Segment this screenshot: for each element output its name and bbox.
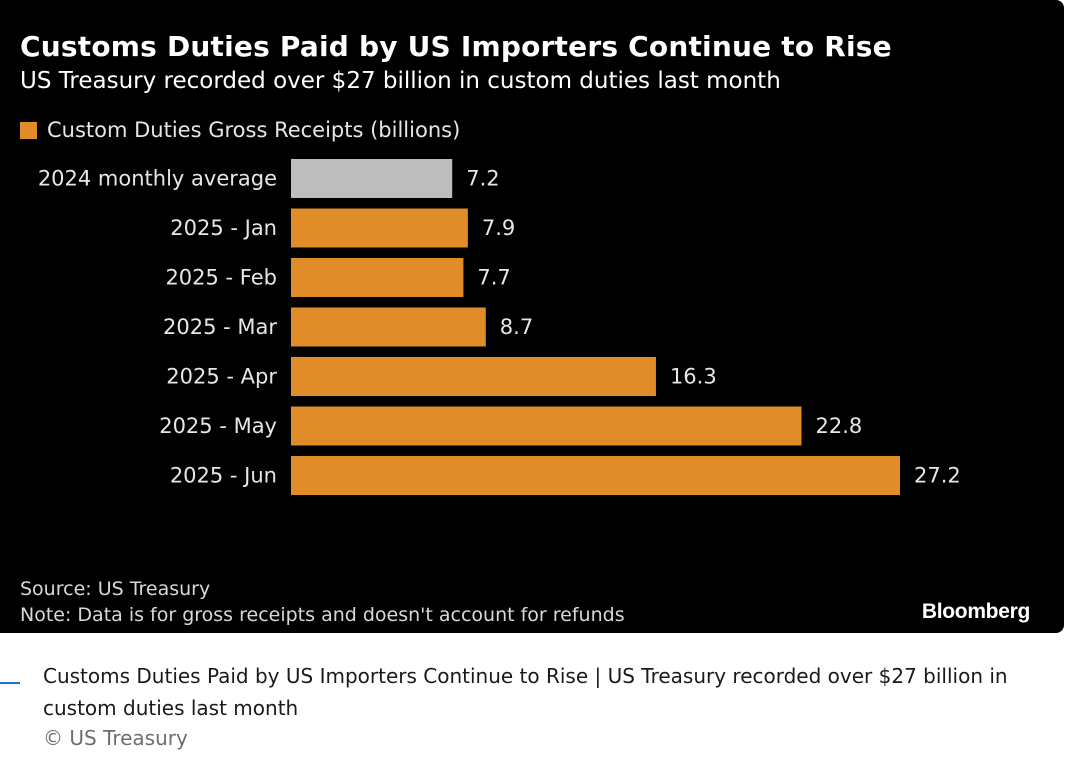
bloomberg-logo: Bloomberg bbox=[921, 600, 1030, 623]
legend: Custom Duties Gross Receipts (billions) bbox=[20, 118, 460, 142]
legend-swatch bbox=[20, 121, 37, 139]
category-label: 2025 - Jun bbox=[170, 464, 277, 488]
bar bbox=[291, 159, 453, 198]
bar bbox=[291, 258, 464, 297]
image-caption: Customs Duties Paid by US Importers Cont… bbox=[43, 664, 1008, 720]
bar bbox=[291, 208, 468, 248]
bar bbox=[291, 357, 656, 396]
chart-subtitle: US Treasury recorded over $27 billion in… bbox=[20, 68, 781, 94]
bar bbox=[291, 406, 802, 446]
bar bbox=[291, 456, 900, 495]
bar-chart-plot: 2024 monthly average 7.2 2025 - Jan 7.9 2025… bbox=[38, 159, 961, 495]
value-label: 8.7 bbox=[500, 315, 533, 339]
category-label: 2024 monthly average bbox=[38, 167, 277, 191]
value-label: 16.3 bbox=[670, 365, 717, 389]
value-label: 7.9 bbox=[482, 216, 515, 240]
category-label: 2025 - Mar bbox=[163, 315, 277, 339]
caption-accent-line bbox=[0, 682, 20, 684]
chart-panel: Customs Duties Paid by US Importers Cont… bbox=[0, 0, 1064, 633]
footnote: Note: Data is for gross receipts and doe… bbox=[20, 604, 625, 626]
value-label: 7.2 bbox=[466, 167, 499, 191]
chart-title: Customs Duties Paid by US Importers Cont… bbox=[20, 30, 892, 63]
source-note: Source: US Treasury bbox=[20, 578, 211, 600]
category-label: 2025 - Jan bbox=[170, 216, 277, 240]
value-label: 27.2 bbox=[914, 464, 961, 488]
value-label: 7.7 bbox=[477, 266, 510, 290]
legend-label: Custom Duties Gross Receipts (billions) bbox=[47, 118, 461, 142]
category-label: 2025 - Apr bbox=[166, 365, 277, 389]
bar bbox=[291, 307, 486, 347]
category-label: 2025 - Feb bbox=[165, 266, 277, 290]
value-label: 22.8 bbox=[815, 414, 862, 438]
image-credit: © US Treasury bbox=[43, 726, 188, 750]
category-label: 2025 - May bbox=[159, 414, 277, 438]
